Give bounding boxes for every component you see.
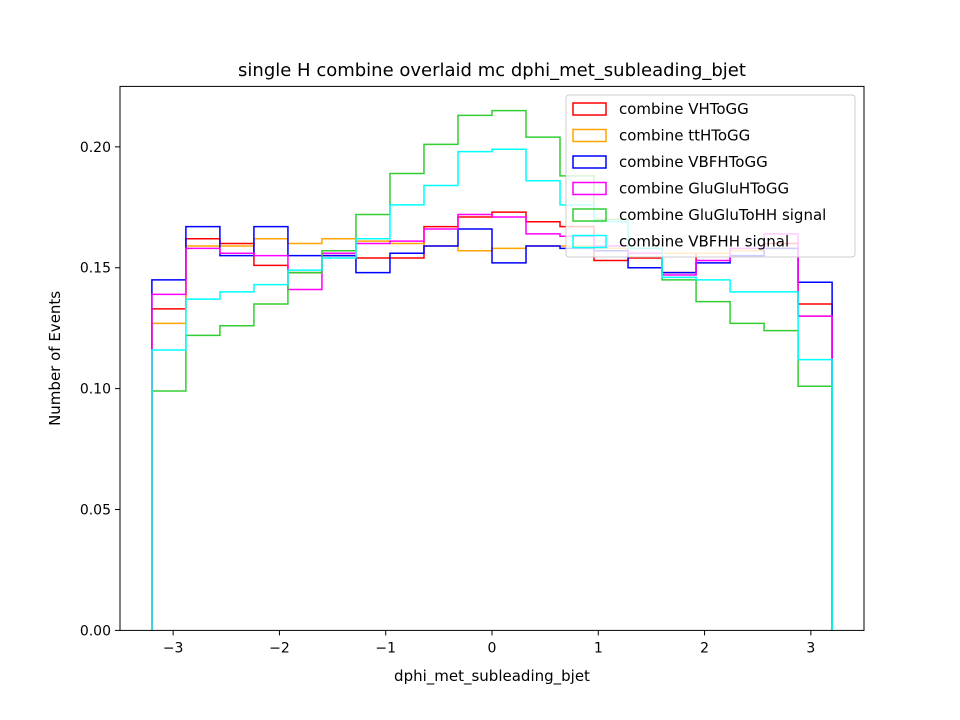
- series-step-4: [151, 213, 833, 631]
- x-tick-label: −3: [163, 640, 184, 656]
- x-tick-label: −2: [269, 640, 290, 656]
- legend-label: combine VBFHToGG: [619, 153, 768, 171]
- legend-label: combine VHToGG: [619, 100, 749, 118]
- legend-label: combine VBFHH signal: [619, 233, 789, 251]
- x-tick-label: 2: [700, 640, 709, 656]
- legend-swatch: [572, 102, 607, 116]
- legend-swatch: [572, 181, 607, 196]
- legend-label: combine ttHToGG: [619, 127, 750, 145]
- series-layer: [151, 109, 833, 631]
- x-tick-label: 0: [488, 640, 497, 656]
- legend-frame: [565, 94, 856, 258]
- legend-label: combine GluGluToHH signal: [619, 206, 826, 224]
- y-tick-label: 0.20: [80, 140, 111, 156]
- chart-title: single H combine overlaid mc dphi_met_su…: [238, 60, 746, 81]
- series-step-5: [151, 109, 833, 631]
- y-tick-label: 0.05: [80, 503, 111, 519]
- legend: combine VHToGG combine ttHToGG combine VBF…: [565, 94, 856, 258]
- y-axis-label: Number of Events: [46, 291, 64, 426]
- y-tick-label: 0.10: [80, 382, 111, 398]
- legend-swatch: [572, 155, 607, 169]
- x-tick-label: −1: [375, 640, 396, 656]
- x-tick-label: 3: [806, 640, 815, 656]
- legend-swatch: [572, 208, 607, 222]
- legend-label: combine GluGluHToGG: [619, 180, 789, 198]
- legend-swatch: [572, 128, 607, 143]
- y-tick-label: 0.00: [80, 623, 111, 639]
- series-step-6: [151, 148, 833, 631]
- y-axis: 0.00 0.05 0.10 0.15 0.20: [80, 140, 120, 639]
- x-axis-label: dphi_met_subleading_bjet: [394, 667, 590, 686]
- y-tick-label: 0.15: [80, 261, 111, 277]
- legend-swatch: [572, 234, 607, 249]
- x-axis: −3 −2 −1 0 1 2 3: [163, 630, 815, 656]
- x-tick-label: 1: [594, 640, 603, 656]
